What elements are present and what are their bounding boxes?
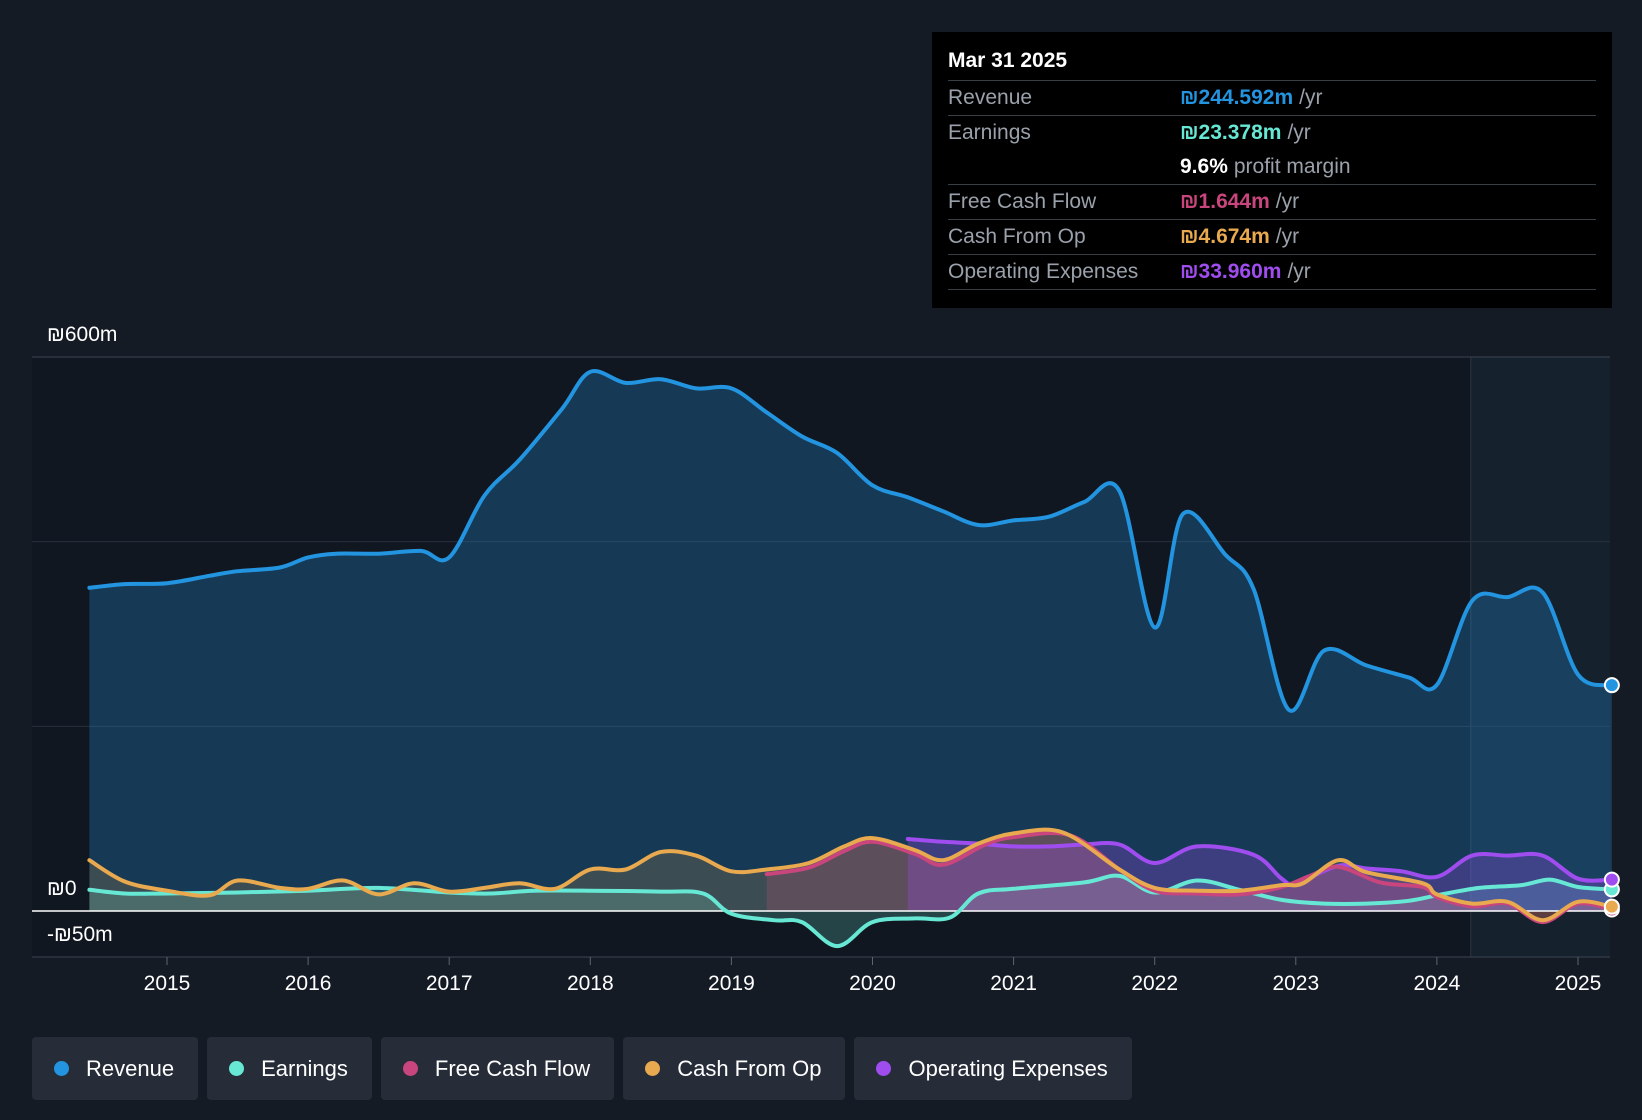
tooltip-row-unit: /yr	[1275, 190, 1300, 213]
y-label-top: ₪600m	[47, 323, 117, 346]
tooltip-row-value: ₪33.960m	[1180, 260, 1282, 283]
tooltip-row-value: ₪23.378m	[1180, 121, 1282, 144]
x-tick-label: 2019	[708, 972, 755, 995]
y-label-bottom: -₪50m	[47, 923, 113, 946]
legend-dot-icon	[402, 1061, 418, 1076]
end-marker-operating-expenses	[1603, 871, 1620, 888]
x-tick-label: 2015	[144, 972, 191, 995]
tooltip-row-value: ₪244.592m	[1180, 86, 1294, 109]
legend-dot-icon	[54, 1061, 69, 1076]
tooltip-row-label	[948, 150, 1180, 184]
line-cash-from-op	[87, 827, 1614, 923]
tooltip-row-unit: /yr	[1287, 121, 1311, 144]
x-tick-label: 2016	[285, 972, 332, 995]
x-tick-label: 2022	[1131, 972, 1178, 995]
legend-label: Earnings	[261, 1055, 348, 1081]
tooltip-row: Earnings ₪23.378m/yr	[948, 116, 1596, 150]
tooltip-row: Cash From Op ₪4.674m/yr	[948, 220, 1596, 255]
legend-label: Free Cash Flow	[434, 1055, 591, 1081]
area-revenue	[89, 370, 1612, 912]
tooltip-row-value: 9.6%	[1180, 155, 1228, 178]
legend-item-operating-expenses[interactable]: Operating Expenses	[854, 1037, 1132, 1100]
line-earnings	[87, 873, 1614, 949]
tooltip-row-label: Free Cash Flow	[948, 190, 1097, 213]
tooltip-row-unit: /yr	[1299, 86, 1323, 109]
tooltip-row-unit: /yr	[1287, 260, 1311, 283]
tooltip-row-label: Operating Expenses	[948, 260, 1139, 283]
tooltip-row-unit: /yr	[1275, 225, 1300, 248]
tooltip-panel: Mar 31 2025 Revenue ₪244.592m/yr Earnings ₪…	[932, 32, 1612, 308]
legend-dot-icon	[229, 1061, 245, 1076]
tooltip-row: Free Cash Flow ₪1.644m/yr	[948, 185, 1596, 220]
x-tick-label: 2020	[849, 972, 896, 995]
y-label-zero: ₪0	[47, 877, 77, 900]
legend-item-free-cash-flow[interactable]: Free Cash Flow	[380, 1037, 615, 1100]
area-cash-from-op	[89, 829, 1612, 921]
line-free-cash-flow	[764, 831, 1614, 925]
legend: Revenue Earnings Free Cash Flow Cash From O…	[32, 1037, 1132, 1100]
x-tick-label: 2018	[567, 972, 614, 995]
tooltip-row-value: ₪4.674m	[1180, 225, 1270, 248]
legend-label: Operating Expenses	[908, 1055, 1108, 1081]
x-tick-label: 2024	[1414, 972, 1461, 995]
legend-label: Cash From Op	[677, 1055, 822, 1081]
legend-item-cash-from-op[interactable]: Cash From Op	[623, 1037, 846, 1100]
x-tick-label: 2025	[1555, 972, 1602, 995]
tooltip-rows: Revenue ₪244.592m/yr Earnings ₪23.378m/yr 9.…	[948, 81, 1596, 290]
x-tick-label: 2023	[1272, 972, 1319, 995]
end-marker-cash-from-op	[1603, 898, 1620, 915]
legend-label: Revenue	[86, 1055, 175, 1081]
tooltip-date: Mar 31 2025	[948, 46, 1596, 81]
tooltip-row-value: ₪1.644m	[1180, 190, 1270, 213]
tooltip-row-label: Cash From Op	[948, 225, 1086, 248]
tooltip-row: Operating Expenses ₪33.960m/yr	[948, 255, 1596, 290]
x-tick-label: 2017	[426, 972, 473, 995]
legend-item-earnings[interactable]: Earnings	[207, 1037, 372, 1100]
tooltip-row: Revenue ₪244.592m/yr	[948, 81, 1596, 116]
legend-item-revenue[interactable]: Revenue	[32, 1037, 199, 1100]
tooltip-row-label: Earnings	[948, 121, 1031, 144]
end-marker-revenue	[1603, 677, 1620, 694]
tooltip-row-unit: profit margin	[1233, 155, 1351, 178]
tooltip-row: 9.6% profit margin	[948, 150, 1596, 185]
legend-dot-icon	[876, 1061, 892, 1076]
legend-dot-icon	[645, 1061, 661, 1076]
line-operating-expenses	[905, 837, 1614, 887]
tooltip-row-label: Revenue	[948, 86, 1033, 109]
line-revenue	[87, 369, 1614, 713]
x-tick-label: 2021	[990, 972, 1037, 995]
